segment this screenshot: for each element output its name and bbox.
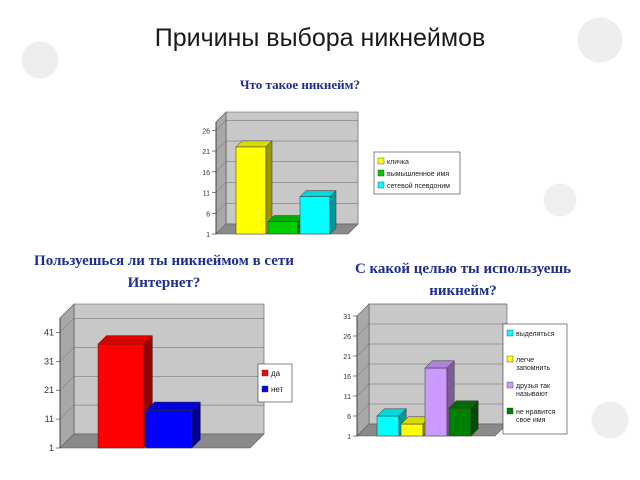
- gridline-side: [215, 161, 227, 172]
- legend-swatch: [506, 355, 514, 363]
- y-tick-label: 11: [344, 394, 351, 401]
- y-tick-label: 16: [343, 374, 351, 381]
- gridline-side: [356, 363, 370, 377]
- legend-label: нет: [271, 385, 284, 394]
- gridline-side: [59, 433, 75, 449]
- bar-side: [191, 401, 201, 449]
- legend-label: выделяться: [516, 331, 555, 338]
- y-tick-label: 21: [343, 354, 351, 361]
- bar-front: [235, 146, 267, 235]
- legend-label: вымышленное имя: [387, 171, 449, 178]
- bar-front: [376, 415, 400, 437]
- legend-swatch: [506, 329, 514, 337]
- y-tick-label: 21: [44, 385, 54, 395]
- legend-label: да: [271, 369, 281, 378]
- plot-side-wall: [215, 111, 227, 235]
- y-tick-label: 11: [45, 414, 54, 424]
- bar-front: [145, 410, 193, 449]
- bar-front: [97, 343, 145, 449]
- bar-front: [424, 367, 448, 437]
- legend-box: [373, 151, 461, 195]
- y-tick-label: 1: [206, 232, 210, 239]
- legend-label: друзья так называют: [516, 383, 551, 398]
- gridline-side: [215, 140, 227, 152]
- chart3-title: С какой целью ты используешь никнейм?: [354, 261, 572, 299]
- legend-label: кличка: [387, 159, 409, 166]
- y-tick-label: 6: [206, 211, 210, 218]
- legend-box: [502, 323, 568, 435]
- bar-top: [145, 401, 202, 411]
- legend-swatch: [377, 169, 385, 177]
- y-tick-label: 6: [347, 414, 351, 421]
- gridline-side: [215, 182, 227, 193]
- gridline-side: [356, 383, 370, 397]
- y-tick-label: 31: [343, 314, 351, 321]
- legend-label: сетевой псевдоним: [387, 182, 450, 190]
- bar-side: [329, 190, 337, 235]
- legend-label: не нравится свое имя: [516, 409, 556, 424]
- chart2-title: Пользуешься ли ты никнеймом в сети Интер…: [34, 253, 294, 291]
- gridline-side: [59, 347, 75, 362]
- y-tick-label: 41: [44, 327, 54, 337]
- legend-swatch: [377, 157, 385, 165]
- chart1-title: Что такое никнейм?: [240, 77, 360, 92]
- bar-front: [299, 196, 331, 235]
- gridline-side: [215, 120, 227, 131]
- legend-swatch: [261, 385, 269, 393]
- bar-side: [470, 400, 479, 437]
- gridline-side: [356, 403, 370, 417]
- gridline-side: [59, 318, 75, 333]
- legend-swatch: [377, 181, 385, 189]
- y-tick-label: 16: [202, 170, 210, 177]
- gridline-side: [356, 343, 370, 357]
- legend-swatch: [506, 381, 514, 389]
- y-tick-label: 26: [202, 128, 210, 135]
- legend-label: легче запомнить: [516, 357, 551, 372]
- y-tick-label: 1: [347, 434, 351, 441]
- bar-front: [267, 221, 299, 235]
- y-tick-label: 21: [202, 149, 210, 156]
- y-tick-label: 26: [343, 334, 351, 341]
- bar-top: [97, 335, 154, 345]
- gridline-side: [215, 203, 227, 214]
- legend-swatch: [506, 407, 514, 415]
- legend-swatch: [261, 369, 269, 377]
- y-tick-label: 11: [203, 191, 210, 198]
- gridline-side: [59, 376, 75, 391]
- gridline-side: [356, 323, 370, 337]
- bar-front: [400, 423, 424, 437]
- gridline-side: [356, 303, 370, 317]
- bar-front: [448, 407, 472, 437]
- gridline-side: [59, 404, 75, 420]
- gridline-side: [215, 223, 227, 235]
- gridline-side: [356, 423, 370, 437]
- y-tick-label: 31: [44, 356, 54, 366]
- slide-title: Причины выбора никнеймов: [154, 24, 486, 52]
- y-tick-label: 1: [49, 443, 54, 453]
